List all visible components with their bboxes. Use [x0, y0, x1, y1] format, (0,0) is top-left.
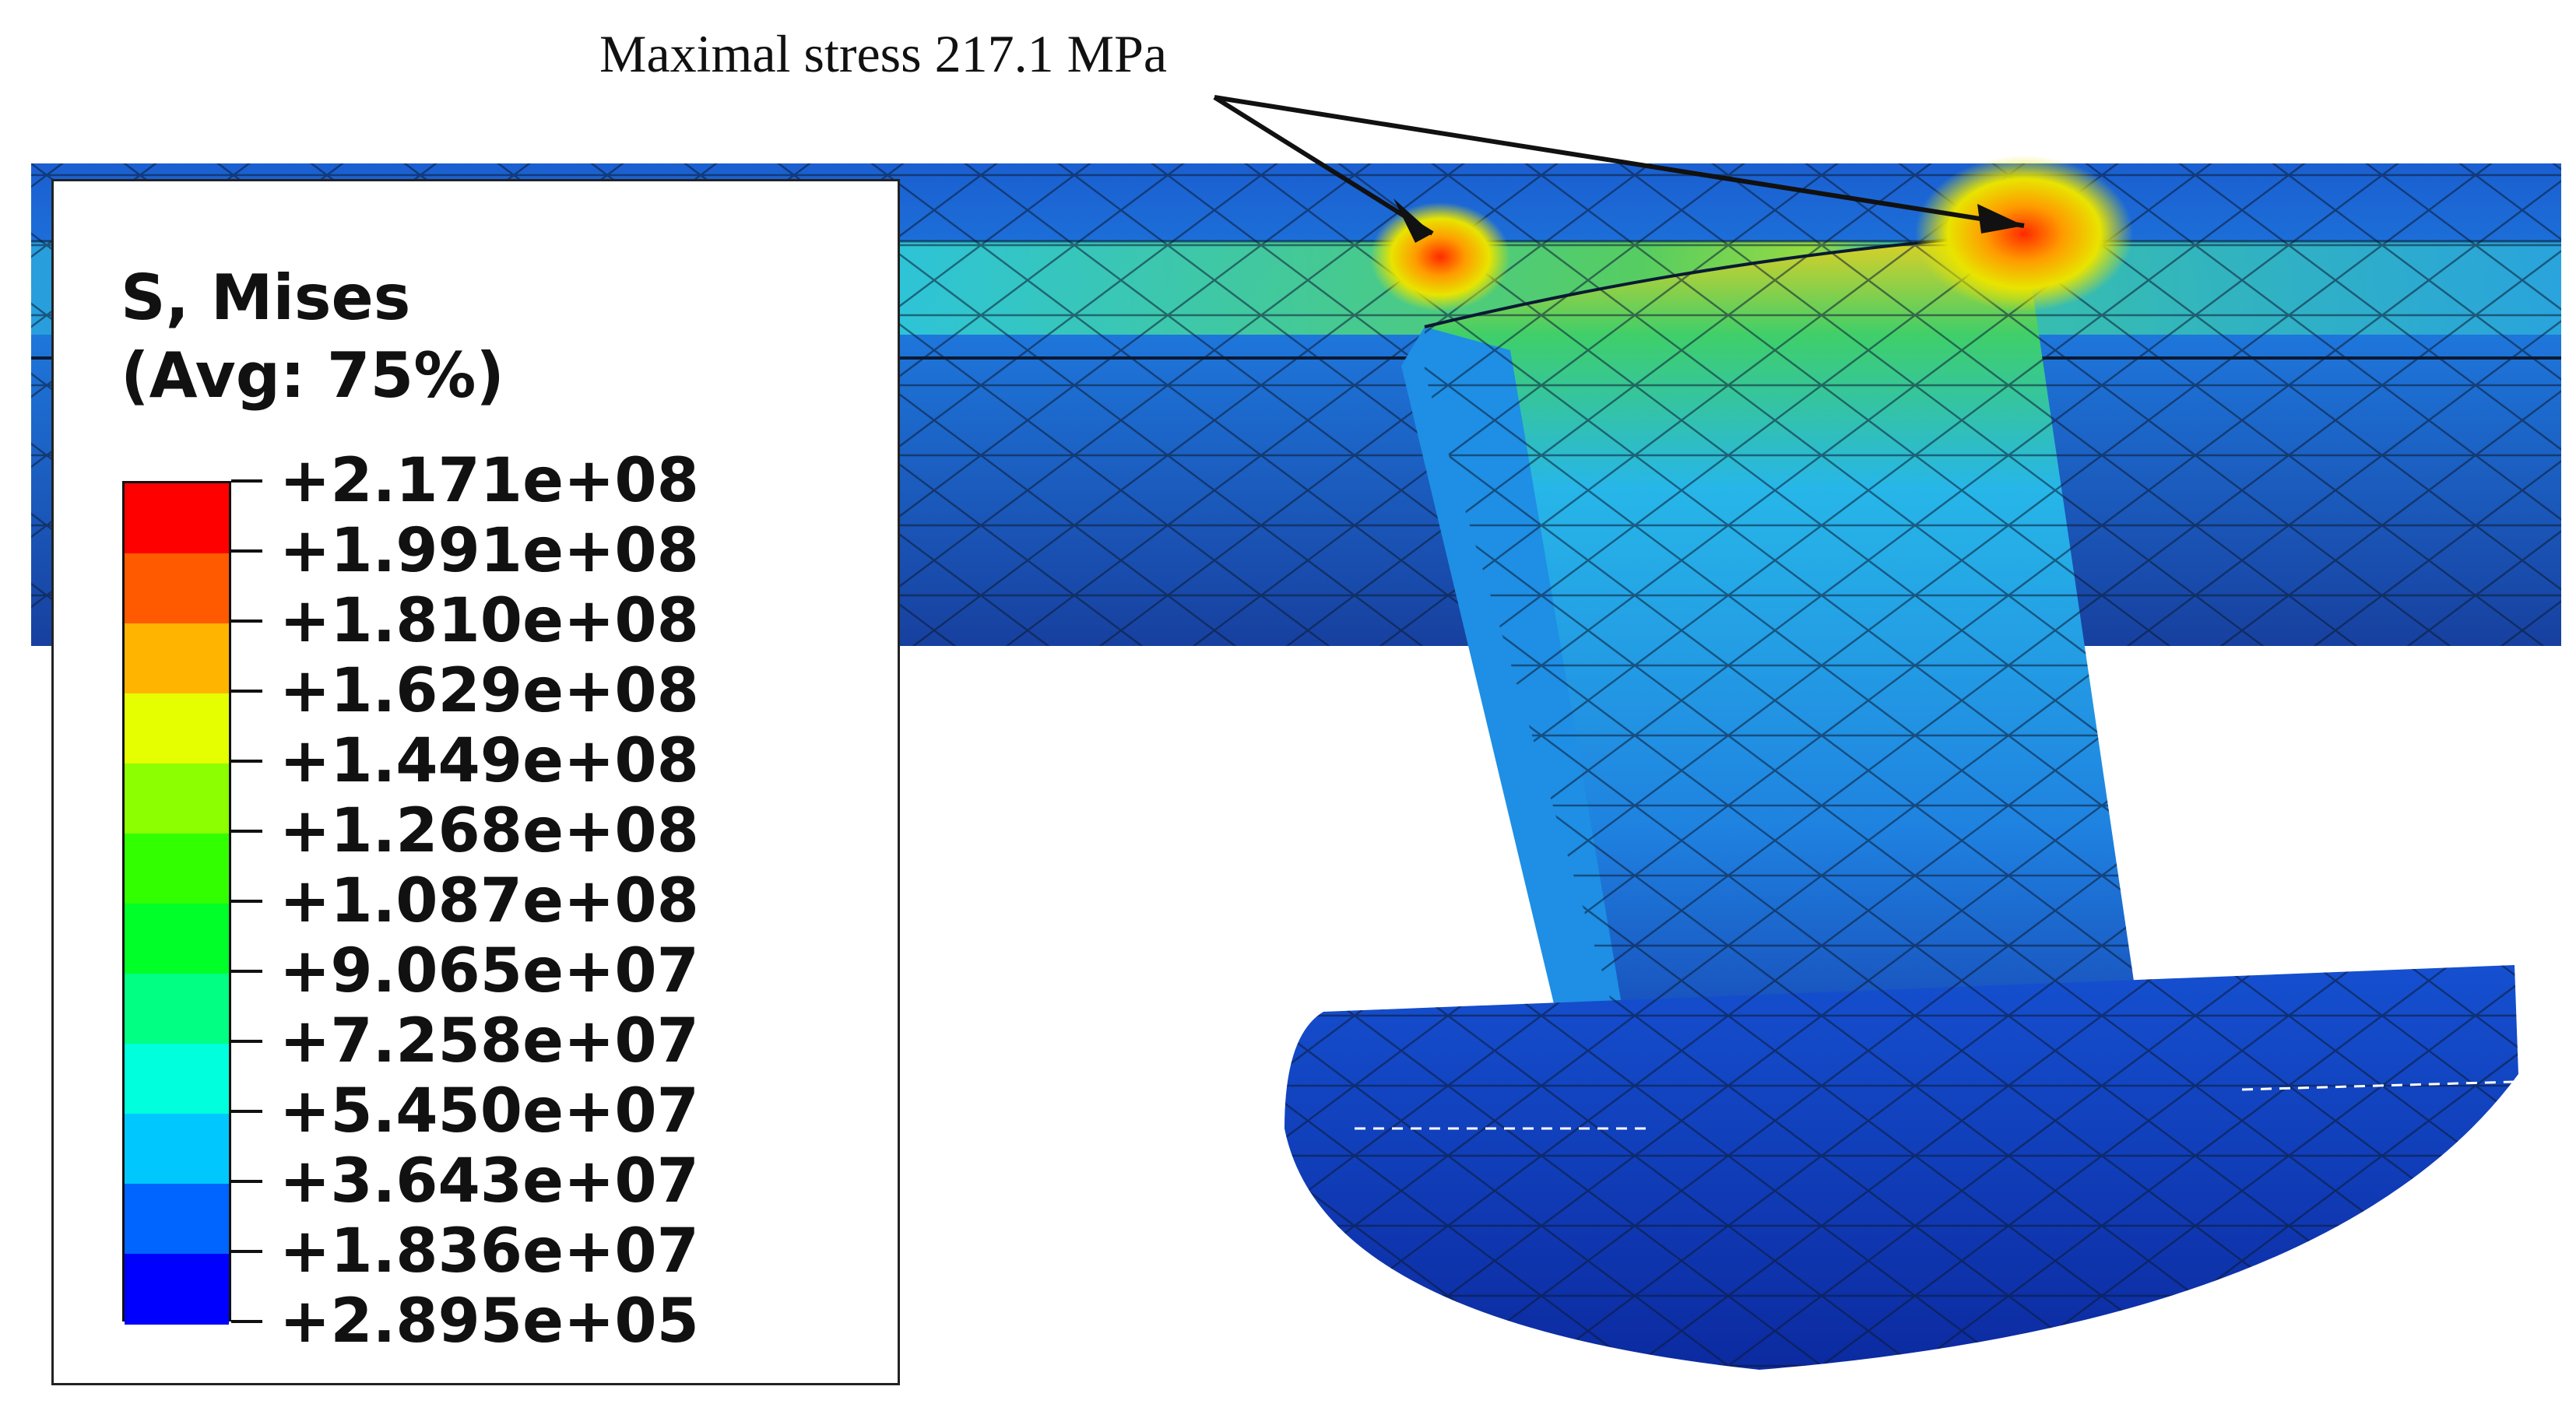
legend-tick: [231, 970, 262, 973]
legend-value-label: +2.895e+05: [279, 1286, 699, 1357]
legend-value-label: +1.449e+08: [279, 726, 699, 796]
legend-tick: [231, 830, 262, 833]
annotation-arrows: [1213, 95, 2025, 243]
legend-value-label: +1.629e+08: [279, 656, 699, 726]
legend-tick: [231, 1320, 262, 1323]
legend-tick: [231, 760, 262, 763]
legend-tick: [231, 900, 262, 903]
legend-title-line1: S, Mises: [121, 261, 411, 334]
legend-value-label: +3.643e+07: [279, 1146, 699, 1216]
legend-swatch: [125, 483, 229, 554]
legend-swatch: [125, 763, 229, 834]
legend-color-bar: [122, 481, 231, 1325]
stress-hotspots: [1370, 156, 2133, 311]
rivet-shank: [1401, 232, 2149, 1082]
legend-swatch: [125, 1184, 229, 1255]
legend-title: S, Mises (Avg: 75%): [121, 259, 504, 415]
legend-tick: [231, 1180, 262, 1183]
legend-tick: [231, 690, 262, 693]
legend-value-label: +1.268e+08: [279, 796, 699, 866]
rivet-head: [1284, 965, 2518, 1370]
legend-swatch: [125, 1114, 229, 1185]
legend-value-label: +5.450e+07: [279, 1076, 699, 1146]
legend-swatch: [125, 1044, 229, 1114]
legend-swatch: [125, 693, 229, 764]
legend-tick: [231, 549, 262, 553]
legend-tick: [231, 1040, 262, 1043]
hotspot-left: [1370, 202, 1510, 311]
legend-swatch: [125, 834, 229, 904]
hotspot-right: [1915, 156, 2133, 311]
legend-value-label: +1.087e+08: [279, 866, 699, 936]
legend-value-label: +1.836e+07: [279, 1216, 699, 1286]
legend-swatch: [125, 623, 229, 694]
legend-value-label: +2.171e+08: [279, 446, 699, 516]
legend-swatch: [125, 553, 229, 624]
legend-tick: [231, 479, 262, 483]
legend-tick: [231, 619, 262, 623]
legend-value-label: +9.065e+07: [279, 936, 699, 1006]
legend-value-label: +1.810e+08: [279, 586, 699, 656]
legend-swatch: [125, 1254, 229, 1325]
legend-value-label: +7.258e+07: [279, 1006, 699, 1076]
legend-title-line2: (Avg: 75%): [121, 339, 504, 412]
legend-tick: [231, 1250, 262, 1253]
max-stress-annotation: Maximal stress 217.1 MPa: [599, 24, 1168, 83]
legend-value-label: +1.991e+08: [279, 516, 699, 586]
legend-swatch: [125, 904, 229, 974]
legend-tick: [231, 1110, 262, 1113]
legend: S, Mises (Avg: 75%) +2.171e+08 +1.991e+08…: [51, 179, 900, 1385]
legend-swatch: [125, 974, 229, 1044]
